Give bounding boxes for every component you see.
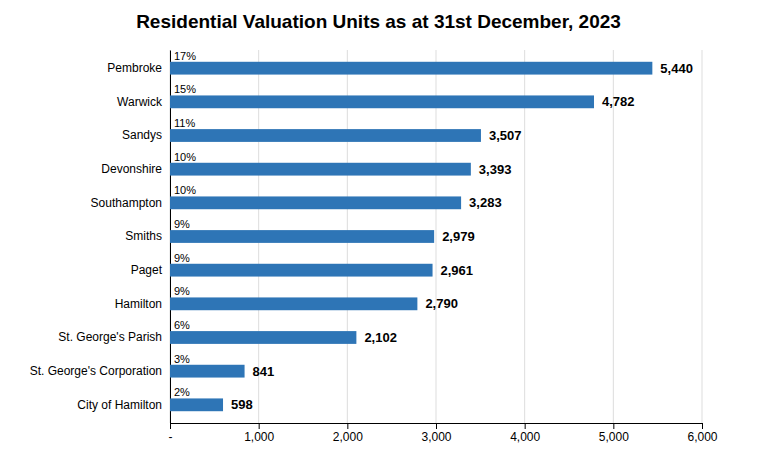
value-label: 4,782 xyxy=(602,94,635,109)
tick-mark xyxy=(525,423,526,429)
value-label: 2,961 xyxy=(441,263,474,278)
tick-label: St. George's Corporation xyxy=(30,364,162,378)
tick-label: 1,000 xyxy=(244,430,274,444)
tick: St. George's Corporation xyxy=(30,364,162,378)
tick-label: 3,000 xyxy=(421,430,451,444)
tick-label: Hamilton xyxy=(115,297,162,311)
percentage-label: 6% xyxy=(174,319,190,331)
y-axis: City of Hamilton St. George's Corporation… xyxy=(30,51,171,424)
tick-mark xyxy=(436,423,437,429)
tick: 5,000 xyxy=(599,423,629,444)
percentage-label: 10% xyxy=(174,151,196,163)
grid xyxy=(170,50,702,423)
tick-mark xyxy=(702,423,703,429)
tick: Smiths xyxy=(125,229,162,243)
tick: Sandys xyxy=(122,128,162,142)
bar xyxy=(170,95,594,108)
bar xyxy=(170,129,481,142)
x-axis: - 1,000 2,000 3,000 4,000 5,000 6,000 xyxy=(169,423,718,444)
bar xyxy=(170,331,356,344)
tick: City of Hamilton xyxy=(77,398,162,412)
tick-label: Warwick xyxy=(117,95,163,109)
tick: 6,000 xyxy=(687,423,717,444)
bar xyxy=(170,398,223,411)
bar xyxy=(170,297,417,310)
grid-line xyxy=(702,50,703,423)
percentage-label: 9% xyxy=(174,218,190,230)
tick: Pembroke xyxy=(107,61,162,75)
bar xyxy=(170,62,652,75)
tick: 3,000 xyxy=(421,423,451,444)
value-label: 2,979 xyxy=(442,229,475,244)
percentage-label: 15% xyxy=(174,83,196,95)
value-label: 2,102 xyxy=(364,330,397,345)
tick-label: Pembroke xyxy=(107,61,162,75)
tick: 1,000 xyxy=(244,423,274,444)
percentage-label: 11% xyxy=(174,117,195,129)
value-label: 5,440 xyxy=(660,61,693,76)
tick: Paget xyxy=(131,263,163,277)
axis-line xyxy=(171,424,703,430)
chart: Residential Valuation Units as at 31st D… xyxy=(0,0,757,455)
tick-mark xyxy=(347,423,348,429)
tick-label: Smiths xyxy=(125,229,162,243)
percentage-label: 9% xyxy=(174,252,190,264)
bar xyxy=(170,196,461,209)
percentage-label: 17% xyxy=(174,50,196,62)
percentage-label: 9% xyxy=(174,285,190,297)
percentage-label: 10% xyxy=(174,184,196,196)
title: Residential Valuation Units as at 31st D… xyxy=(136,11,621,32)
value-label: 841 xyxy=(253,364,275,379)
tick-label: 5,000 xyxy=(599,430,629,444)
value-label: 3,507 xyxy=(489,128,522,143)
labels: 2% 3% 6% 9% 9% 9% 10% 10% 11% 15% 17% 598 841 2,102 2,… xyxy=(174,50,693,413)
tick-label: 4,000 xyxy=(510,430,540,444)
tick: 2,000 xyxy=(333,423,363,444)
tick-mark xyxy=(170,423,171,429)
value-label: 598 xyxy=(231,397,253,412)
bar xyxy=(170,365,245,378)
tick-label: Paget xyxy=(131,263,163,277)
tick-label: Devonshire xyxy=(101,162,162,176)
tick: Warwick xyxy=(117,95,163,109)
tick-label: 2,000 xyxy=(333,430,363,444)
tick-label: St. George's Parish xyxy=(58,330,162,344)
tick-mark xyxy=(613,423,614,429)
tick: St. George's Parish xyxy=(58,330,162,344)
bars xyxy=(170,62,652,411)
percentage-label: 2% xyxy=(174,386,190,398)
tick: - xyxy=(169,423,173,444)
tick-mark xyxy=(259,423,260,429)
value-label: 3,393 xyxy=(479,162,512,177)
bar xyxy=(170,230,434,243)
tick: Hamilton xyxy=(115,297,162,311)
tick-label: 6,000 xyxy=(687,430,717,444)
value-label: 2,790 xyxy=(425,296,458,311)
percentage-label: 3% xyxy=(174,353,190,365)
tick-label: City of Hamilton xyxy=(77,398,162,412)
plot: - 1,000 2,000 3,000 4,000 5,000 6,000 City of H… xyxy=(30,50,718,444)
tick: Southampton xyxy=(91,196,162,210)
bar xyxy=(170,163,471,176)
bar xyxy=(170,264,433,277)
value-label: 3,283 xyxy=(469,195,502,210)
tick-label: Southampton xyxy=(91,196,162,210)
tick-label: - xyxy=(169,430,173,444)
tick: Devonshire xyxy=(101,162,162,176)
tick-label: Sandys xyxy=(122,128,162,142)
tick: 4,000 xyxy=(510,423,540,444)
